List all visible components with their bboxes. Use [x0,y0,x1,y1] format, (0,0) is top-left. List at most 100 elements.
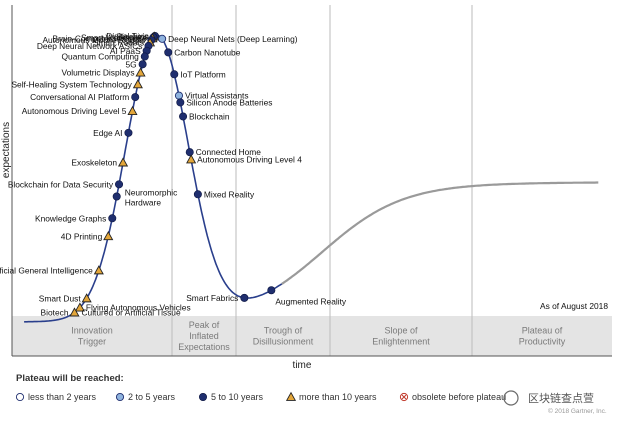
as-of-date: As of August 2018 [540,301,608,311]
marker-mixed-reality [193,190,202,199]
marker-biotech-cultured-or-artificial-tissue [69,307,80,317]
legend-label-obsolete-before-plateau: obsolete before plateau [412,392,506,402]
label-ai-paas: AI PaaS [110,46,141,56]
marker-connected-home [185,148,194,157]
legend-marker-2-to-5-years [115,392,125,402]
label-self-healing-system-technology: Self-Healing System Technology [11,79,132,89]
watermark: 区块链查点萱 © 2018 Gartner, Inc. [503,390,607,415]
label-smart-fabrics: Smart Fabrics [186,293,238,303]
label-edge-ai: Edge AI [93,128,122,138]
label-autonomous-driving-level-5: Autonomous Driving Level 5 [22,106,127,116]
marker-autonomous-driving-level-5 [127,105,138,116]
marker-virtual-assistants [174,91,184,100]
marker-carbon-nanotube [164,48,173,57]
phase-label-4-line-2: Enlightenment [372,337,430,347]
label-biotech-cultured-or-artificial-tissue-left: Biotech [41,308,69,318]
curve-segment-late [281,181,599,285]
legend-marker-more-than-10-years [285,391,297,401]
label-blockchain-for-data-security: Blockchain for Data Security [8,179,114,189]
label-volumetric-displays: Volumetric Displays [61,68,134,78]
legend-label-5-to-10-years: 5 to 10 years [211,392,264,402]
phase-label-1-line-1: Innovation [71,326,113,336]
phase-label-2-line-3: Expectations [178,342,230,352]
label-biotech-cultured-or-artificial-tissue-right: Cultured or Artificial Tissue [81,308,180,318]
x-axis-title: time [293,360,312,371]
label-knowledge-graphs: Knowledge Graphs [35,213,106,223]
legend-marker-obsolete-before-plateau [399,392,409,402]
phase-label-3-line-2: Disillusionment [253,337,314,347]
label-deep-neural-network-asics: Deep Neural Network ASICs [37,41,143,51]
marker-4d-printing [103,231,114,241]
marker-volumetric-displays [135,67,146,77]
label-5g: 5G [125,59,136,69]
phase-label-1-line-2: Trigger [78,337,106,347]
label-carbon-nanotube: Carbon Nanotube [174,47,240,57]
label-digital-twin: Digital Twin [106,31,149,41]
marker-iot-platform [170,70,179,79]
legend-label-more-than-10-years: more than 10 years [299,392,377,402]
marker-exoskeleton [117,157,129,167]
technology-markers [69,31,276,317]
marker-artificial-general-intelligence [93,265,104,275]
label-connected-home: Connected Home [196,147,262,157]
label-blockchain: Blockchain [189,111,230,121]
marker-blockchain [179,112,188,121]
wechat-icon [503,390,519,406]
marker-silicon-anode-batteries [176,98,185,107]
marker-neuromorphic-hardware [112,192,121,201]
phase-band [12,316,612,356]
label-augmented-reality: Augmented Reality [275,296,347,306]
marker-autonomous-driving-level-4 [186,154,197,164]
label-smart-workspace: Smart Workspace [81,32,148,42]
marker-self-healing-system-technology [132,79,143,89]
label-mixed-reality: Mixed Reality [204,189,255,199]
phase-label-5-line-2: Productivity [519,337,566,347]
label-brain-computer-interface: Brain-Computer Interface [53,33,147,43]
label-neuromorphic-hardware-line2: Hardware [125,198,162,208]
marker-knowledge-graphs [108,214,117,223]
phase-label-4-line-1: Slope of [384,326,418,336]
marker-edge-ai [124,128,133,137]
label-exoskeleton: Exoskeleton [71,158,117,168]
marker-augmented-reality [267,286,276,295]
marker-smart-dust [81,293,92,303]
label-quantum-computing: Quantum Computing [62,52,140,62]
marker-blockchain-for-data-security [115,180,124,189]
phase-label-3-line-1: Trough of [264,326,303,336]
legend-marker-5-to-10-years [199,392,208,401]
label-silicon-anode-batteries: Silicon Anode Batteries [186,97,272,107]
label-iot-platform: IoT Platform [180,69,225,79]
label-autonomous-driving-level-4: Autonomous Driving Level 4 [197,154,302,164]
label-smart-dust: Smart Dust [39,293,82,303]
legend-title: Plateau will be reached: [16,373,124,384]
legend-label-2-to-5-years: 2 to 5 years [128,392,176,402]
marker-quantum-computing [140,52,149,61]
legend-label-less-than-2-years: less than 2 years [28,392,97,402]
marker-deep-neural-nets-deep-learning [158,34,167,43]
phase-label-2-line-2: Inflated [189,331,219,341]
label-smart-robots: Smart Robots [93,38,144,48]
label-conversational-ai-platform: Conversational AI Platform [30,92,129,102]
label-flying-autonomous-vehicles: Flying Autonomous Vehicles [86,303,191,313]
label-4d-printing: 4D Printing [61,231,103,241]
legend-marker-less-than-2-years [15,392,25,402]
marker-flying-autonomous-vehicles [74,302,85,312]
phase-label-5-line-1: Plateau of [522,326,563,336]
label-deep-neural-nets-deep-learning: Deep Neural Nets (Deep Learning) [168,34,298,44]
marker-5g [138,60,147,69]
y-axis-title: expectations [1,122,12,178]
phase-label-2-line-1: Peak of [189,320,220,330]
label-autonomous-mobile-robots: Autonomous Mobile Robots [42,35,145,45]
watermark-text: 区块链查点萱 [528,391,594,405]
marker-conversational-ai-platform [131,93,140,102]
label-artificial-general-intelligence: Artificial General Intelligence [0,265,93,275]
legend: less than 2 years 2 to 5 years 5 to 10 yea… [15,391,506,402]
label-biochips: Biochips [117,32,149,42]
label-virtual-assistants: Virtual Assistants [185,91,249,101]
copyright-text: © 2018 Gartner, Inc. [548,407,607,415]
marker-smart-fabrics [240,293,249,302]
